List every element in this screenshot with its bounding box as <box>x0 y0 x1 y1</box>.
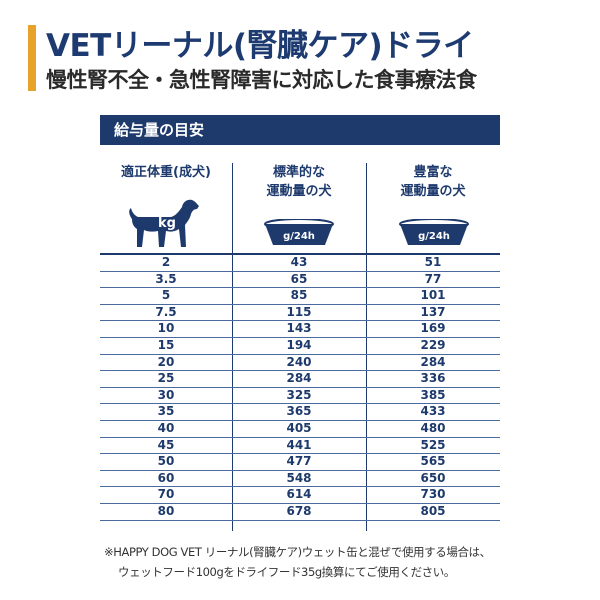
standard-amount-cell: 43 <box>290 255 308 269</box>
table-row: 7.5 115 137 <box>100 305 500 322</box>
active-amount-cell: 101 <box>420 288 446 303</box>
weight-cell: 70 <box>157 487 175 502</box>
standard-column-header: 標準的な 運動量の犬 <box>232 163 366 253</box>
weight-cell: 3.5 <box>155 271 177 286</box>
weight-cell: 5 <box>161 288 171 303</box>
table-row: 5 85 101 <box>100 288 500 305</box>
standard-amount-cell: 365 <box>286 404 312 419</box>
column-divider <box>232 163 233 531</box>
weight-cell: 25 <box>157 371 175 386</box>
table-row: 35 365 433 <box>100 404 500 421</box>
weight-cell: 50 <box>157 454 175 469</box>
table-row: 2 43 51 <box>100 253 500 272</box>
weight-cell: 30 <box>157 387 175 402</box>
active-column-header: 豊富な 運動量の犬 <box>366 163 500 253</box>
usage-note-line1: ※HAPPY DOG VET リーナル(腎臓ケア)ウェット缶と混ぜで使用する場合… <box>104 545 491 559</box>
standard-amount-cell: 194 <box>286 337 312 352</box>
standard-amount-cell: 143 <box>286 321 312 336</box>
standard-amount-cell: 548 <box>286 470 312 485</box>
active-amount-cell: 650 <box>420 470 446 485</box>
table-row: 80 678 805 <box>100 504 500 521</box>
feeding-guide-panel: 給与量の目安 <box>100 115 500 145</box>
active-amount-cell: 284 <box>420 354 446 369</box>
active-amount-cell: 525 <box>420 437 446 452</box>
weight-cell: 2 <box>161 255 171 269</box>
standard-amount-cell: 405 <box>286 420 312 435</box>
active-amount-cell: 730 <box>420 487 446 502</box>
food-bowl-icon: g/24h <box>264 219 334 245</box>
panel-header: 給与量の目安 <box>100 115 500 145</box>
active-amount-cell: 77 <box>424 271 442 286</box>
standard-amount-cell: 477 <box>286 454 312 469</box>
table-row: 60 548 650 <box>100 471 500 488</box>
table-row: 50 477 565 <box>100 454 500 471</box>
weight-cell: 60 <box>157 470 175 485</box>
food-bowl-icon: g/24h <box>399 219 469 245</box>
weight-cell: 35 <box>157 404 175 419</box>
table-row: 20 240 284 <box>100 355 500 372</box>
weight-header-label: 適正体重(成犬) <box>121 165 211 180</box>
standard-amount-cell: 65 <box>290 271 308 286</box>
standard-header-line2: 運動量の犬 <box>266 184 332 199</box>
table-row: 15 194 229 <box>100 338 500 355</box>
weight-cell: 80 <box>157 503 175 518</box>
active-amount-cell: 385 <box>420 387 446 402</box>
table-row: 45 441 525 <box>100 438 500 455</box>
standard-amount-cell: 325 <box>286 387 312 402</box>
weight-cell: 7.5 <box>155 304 177 319</box>
table-row: 10 143 169 <box>100 321 500 338</box>
standard-amount-cell: 441 <box>286 437 312 452</box>
standard-amount-cell: 115 <box>286 304 312 319</box>
active-amount-cell: 51 <box>424 255 442 269</box>
standard-header-line1: 標準的な <box>272 165 325 180</box>
bowl-unit-label: g/24h <box>283 231 315 242</box>
active-header-line2: 運動量の犬 <box>400 184 466 199</box>
column-divider <box>366 163 367 531</box>
active-amount-cell: 805 <box>420 503 446 518</box>
standard-amount-cell: 284 <box>286 371 312 386</box>
usage-note-line2: ウェットフード100gをドライフード35g換算にてご使用ください。 <box>118 565 455 579</box>
table-row: 40 405 480 <box>100 421 500 438</box>
active-amount-cell: 433 <box>420 404 446 419</box>
table-row: 3.5 65 77 <box>100 272 500 289</box>
standard-amount-cell: 614 <box>286 487 312 502</box>
active-amount-cell: 137 <box>420 304 446 319</box>
weight-column-header: 適正体重(成犬) <box>100 163 232 253</box>
standard-amount-cell: 240 <box>286 354 312 369</box>
weight-cell: 20 <box>157 354 175 369</box>
active-amount-cell: 480 <box>420 420 446 435</box>
table-row: 30 325 385 <box>100 388 500 405</box>
active-amount-cell: 169 <box>420 321 446 336</box>
page-subtitle: 慢性腎不全・急性腎障害に対応した食事療法食 <box>46 68 477 92</box>
dog-silhouette-icon: kg <box>129 199 199 247</box>
title-accent-bar <box>28 25 36 91</box>
weight-cell: 40 <box>157 420 175 435</box>
standard-amount-cell: 85 <box>290 288 308 303</box>
active-amount-cell: 565 <box>420 454 446 469</box>
weight-cell: 45 <box>157 437 175 452</box>
standard-amount-cell: 678 <box>286 503 312 518</box>
active-header-line1: 豊富な <box>413 165 453 180</box>
weight-cell: 10 <box>157 321 175 336</box>
weight-cell: 15 <box>157 337 175 352</box>
feeding-table: 2 43 51 3.5 65 77 5 85 101 7.5 115 137 10 143 169 … <box>100 253 500 521</box>
table-row: 25 284 336 <box>100 371 500 388</box>
table-row: 70 614 730 <box>100 487 500 504</box>
weight-unit-label: kg <box>158 216 176 231</box>
active-amount-cell: 336 <box>420 371 446 386</box>
usage-note: ※HAPPY DOG VET リーナル(腎臓ケア)ウェット缶と混ぜで使用する場合… <box>104 542 491 582</box>
page-title: VETリーナル(腎臓ケア)ドライ <box>46 28 474 64</box>
active-amount-cell: 229 <box>420 337 446 352</box>
bowl-unit-label: g/24h <box>418 231 450 242</box>
